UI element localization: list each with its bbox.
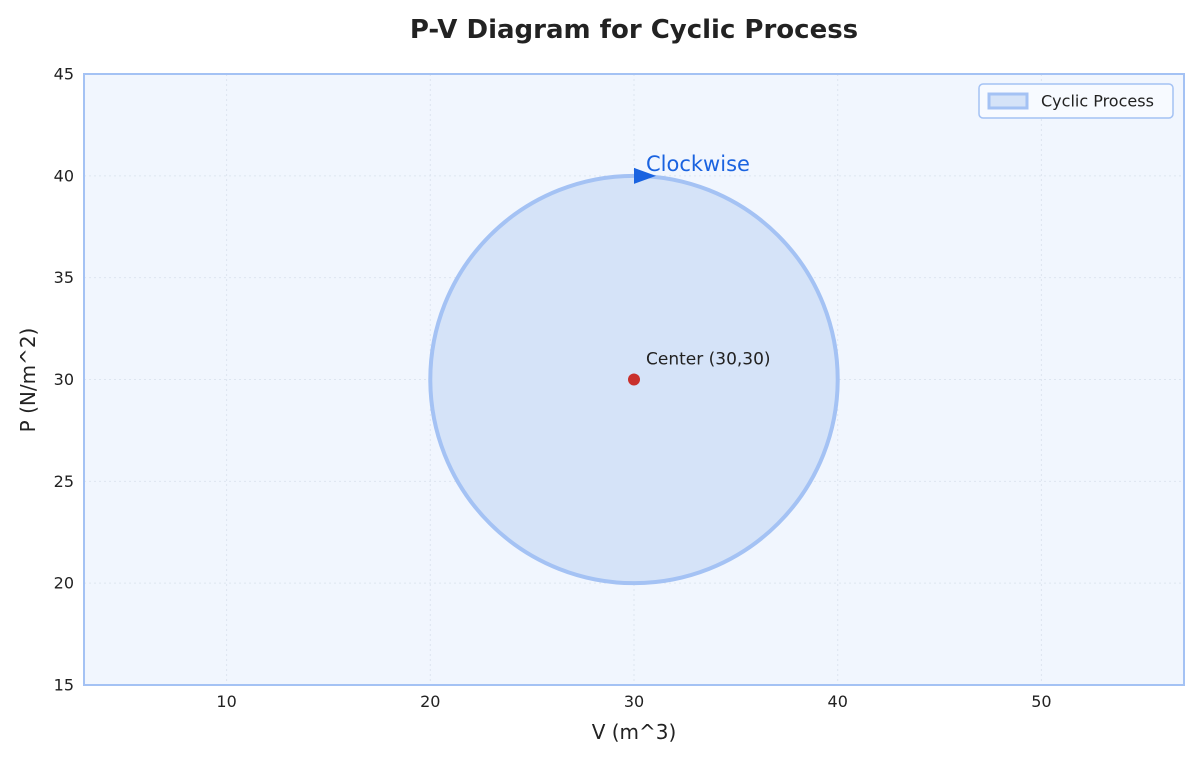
- y-tick-label: 35: [54, 268, 74, 287]
- y-tick-label: 15: [54, 676, 74, 695]
- legend: Cyclic Process: [978, 83, 1174, 119]
- y-tick-label: 25: [54, 472, 74, 491]
- y-tick-label: 45: [54, 65, 74, 84]
- x-tick-label: 50: [1031, 692, 1051, 711]
- y-tick-label: 40: [54, 166, 74, 185]
- y-axis-label: P (N/m^2): [16, 328, 40, 433]
- legend-label: Cyclic Process: [1041, 92, 1154, 111]
- x-tick-label: 20: [420, 692, 440, 711]
- clockwise-label: Clockwise: [646, 152, 750, 176]
- x-axis-ticks: 10 20 30 40 50: [216, 692, 1051, 711]
- center-label: Center (30,30): [646, 350, 771, 370]
- x-tick-label: 30: [624, 692, 644, 711]
- x-tick-label: 40: [828, 692, 848, 711]
- legend-swatch: [987, 92, 1029, 110]
- y-axis-ticks: 15 20 25 30 35 40 45: [54, 65, 74, 695]
- annotation-layer: Center (30,30) Clockwise: [628, 152, 771, 386]
- y-tick-label: 20: [54, 574, 74, 593]
- plot-frame: [83, 73, 1185, 686]
- x-tick-label: 10: [216, 692, 236, 711]
- center-point-marker: [628, 373, 640, 386]
- chart-title: P-V Diagram for Cyclic Process: [410, 15, 858, 45]
- clockwise-arrow-icon: [634, 167, 656, 184]
- y-tick-label: 30: [54, 370, 74, 389]
- x-axis-label: V (m^3): [592, 720, 677, 744]
